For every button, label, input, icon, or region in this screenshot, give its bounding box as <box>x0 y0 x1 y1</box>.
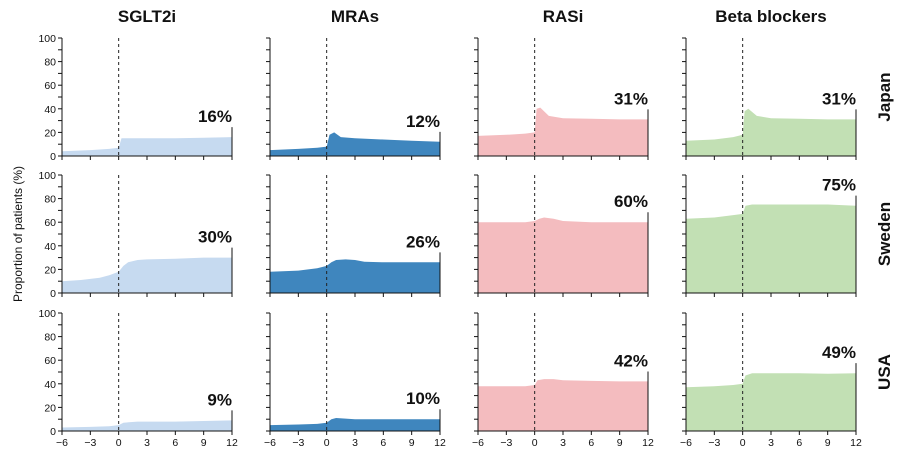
panel-sglt2i-sweden: 0 20 40 60 80 100 30% <box>38 170 233 300</box>
panel-rasi-usa: −6 −3 0 3 6 9 12 42% <box>472 312 654 449</box>
x-tick-label: 6 <box>588 437 594 449</box>
area-series-sglt2i-sweden <box>62 257 232 293</box>
area-series-rasi-japan <box>478 107 648 156</box>
x-tick-label: 9 <box>201 437 207 449</box>
final-value-label-rasi-usa: 42% <box>614 351 648 370</box>
y-tick-label: 40 <box>44 241 56 253</box>
column-title-beta-blockers: Beta blockers <box>715 7 827 26</box>
row-title-sweden: Sweden <box>875 202 894 266</box>
y-tick-label: 0 <box>50 426 56 438</box>
x-tick-label: −3 <box>84 437 96 449</box>
x-tick-label: 12 <box>642 437 654 449</box>
y-tick-label: 100 <box>38 170 56 182</box>
x-tick-label: 3 <box>560 437 566 449</box>
x-tick-label: 0 <box>116 437 122 449</box>
y-tick-label: 20 <box>44 127 56 139</box>
x-tick-label: 0 <box>324 437 330 449</box>
final-value-label-rasi-japan: 31% <box>614 89 648 108</box>
final-value-label-mras-sweden: 26% <box>406 232 440 251</box>
y-tick-label: 60 <box>44 355 56 367</box>
x-tick-label: −6 <box>680 437 692 449</box>
x-tick-label: 12 <box>434 437 446 449</box>
y-tick-label: 100 <box>38 308 56 320</box>
x-tick-label: −6 <box>56 437 68 449</box>
area-series-mras-sweden <box>270 259 440 293</box>
panel-beta-blockers-japan: 31% <box>682 37 857 160</box>
area-series-beta-blockers-sweden <box>686 204 856 293</box>
x-tick-label: −6 <box>264 437 276 449</box>
final-value-label-rasi-sweden: 60% <box>614 192 648 211</box>
area-series-rasi-usa <box>478 379 648 431</box>
x-tick-label: 9 <box>617 437 623 449</box>
area-series-beta-blockers-japan <box>686 108 856 156</box>
x-tick-label: −3 <box>500 437 512 449</box>
column-title-rasi: RASi <box>543 7 584 26</box>
y-tick-label: 80 <box>44 332 56 344</box>
y-tick-label: 20 <box>44 264 56 276</box>
y-tick-label: 80 <box>44 57 56 69</box>
panel-mras-usa: −6 −3 0 3 6 9 12 10% <box>264 312 446 449</box>
final-value-label-beta-blockers-sweden: 75% <box>822 176 856 195</box>
row-title-japan: Japan <box>875 72 894 121</box>
panel-sglt2i-japan: 0 20 40 60 80 100 16% <box>38 33 233 163</box>
panel-rasi-sweden: 60% <box>474 174 649 297</box>
x-tick-label: 3 <box>144 437 150 449</box>
y-tick-label: 40 <box>44 379 56 391</box>
panel-sglt2i-usa: 0 20 40 60 80 100 −6 −3 0 3 6 9 12 9% <box>38 308 238 449</box>
area-series-sglt2i-japan <box>62 137 232 156</box>
y-tick-label: 20 <box>44 402 56 414</box>
column-title-mras: MRAs <box>331 7 379 26</box>
y-tick-label: 0 <box>50 151 56 163</box>
x-tick-label: 0 <box>740 437 746 449</box>
x-tick-label: 9 <box>825 437 831 449</box>
x-tick-label: 12 <box>226 437 238 449</box>
final-value-label-beta-blockers-usa: 49% <box>822 343 856 362</box>
final-value-label-sglt2i-usa: 9% <box>207 390 232 409</box>
y-tick-label: 60 <box>44 217 56 229</box>
y-tick-label: 60 <box>44 80 56 92</box>
x-tick-label: 6 <box>380 437 386 449</box>
x-tick-label: −3 <box>292 437 304 449</box>
row-title-usa: USA <box>875 354 894 390</box>
panel-mras-japan: 12% <box>266 37 441 160</box>
y-tick-label: 100 <box>38 33 56 45</box>
area-series-rasi-sweden <box>478 217 648 293</box>
area-series-sglt2i-usa <box>62 420 232 431</box>
x-tick-label: −3 <box>708 437 720 449</box>
x-tick-label: 3 <box>768 437 774 449</box>
panel-beta-blockers-sweden: 75% <box>682 174 857 297</box>
x-tick-label: 3 <box>352 437 358 449</box>
area-series-mras-japan <box>270 132 440 156</box>
x-tick-label: 12 <box>850 437 862 449</box>
panel-rasi-japan: 31% <box>474 37 649 160</box>
final-value-label-sglt2i-sweden: 30% <box>198 228 232 247</box>
final-value-label-mras-usa: 10% <box>406 389 440 408</box>
area-series-beta-blockers-usa <box>686 373 856 431</box>
row-titles: Japan Sweden USA <box>875 72 894 390</box>
y-tick-label: 0 <box>50 288 56 300</box>
column-title-sglt2i: SGLT2i <box>118 7 176 26</box>
final-value-label-sglt2i-japan: 16% <box>198 107 232 126</box>
panel-mras-sweden: 26% <box>266 174 441 297</box>
x-tick-label: −6 <box>472 437 484 449</box>
x-tick-label: 6 <box>172 437 178 449</box>
column-titles: SGLT2i MRAs RASi Beta blockers <box>118 7 827 26</box>
y-axis-label: Proportion of patients (%) <box>11 166 25 302</box>
x-tick-label: 9 <box>409 437 415 449</box>
y-tick-label: 40 <box>44 104 56 116</box>
final-value-label-beta-blockers-japan: 31% <box>822 89 856 108</box>
area-series-mras-usa <box>270 418 440 431</box>
final-value-label-mras-japan: 12% <box>406 112 440 131</box>
y-tick-label: 80 <box>44 194 56 206</box>
x-tick-label: 0 <box>532 437 538 449</box>
panel-beta-blockers-usa: −6 −3 0 3 6 9 12 49% <box>680 312 862 449</box>
x-tick-label: 6 <box>796 437 802 449</box>
